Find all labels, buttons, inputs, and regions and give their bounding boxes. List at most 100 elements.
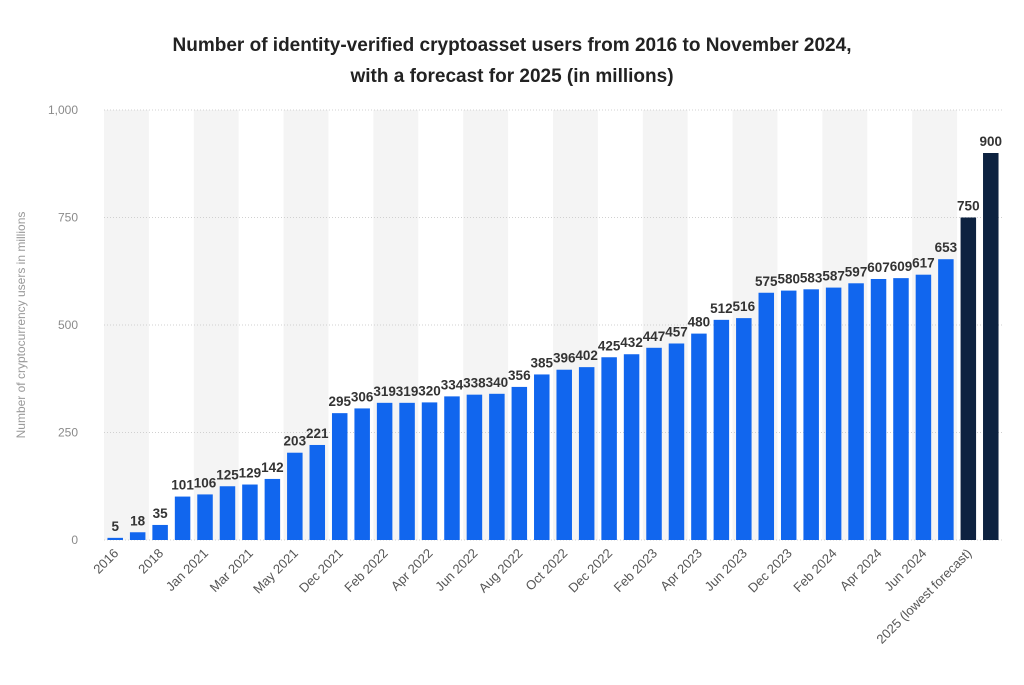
data-label: 18 <box>130 513 146 528</box>
x-tick-label: Jun 2023 <box>702 546 750 594</box>
data-label: 575 <box>755 274 778 289</box>
bar <box>623 354 640 540</box>
x-tick-label: Dec 2023 <box>745 546 795 596</box>
y-tick-label: 250 <box>58 426 78 440</box>
x-tick-label: Feb 2023 <box>611 546 660 595</box>
bar <box>870 278 887 540</box>
data-label: 35 <box>153 506 169 521</box>
data-label: 5 <box>111 519 119 534</box>
data-label: 457 <box>665 324 688 339</box>
bar <box>646 347 662 540</box>
x-tick-label: Jan 2021 <box>163 546 211 594</box>
bar <box>287 452 303 540</box>
data-label: 597 <box>845 264 868 279</box>
data-label: 607 <box>867 260 890 275</box>
bar <box>107 537 123 540</box>
bar <box>713 319 730 540</box>
data-label: 142 <box>261 460 284 475</box>
data-label: 583 <box>800 270 823 285</box>
data-label: 106 <box>194 475 217 490</box>
background-band <box>193 110 239 540</box>
bar <box>489 393 505 540</box>
y-axis-label: Number of cryptocurrency users in millio… <box>14 212 28 439</box>
x-tick-label: Feb 2022 <box>341 546 390 595</box>
data-label: 338 <box>463 376 486 391</box>
bar <box>421 402 438 540</box>
data-label: 306 <box>351 389 374 404</box>
data-label: 587 <box>822 269 845 284</box>
bar <box>668 343 685 540</box>
bar <box>376 402 393 540</box>
data-label: 319 <box>373 384 396 399</box>
data-label: 512 <box>710 301 733 316</box>
bar <box>893 278 909 540</box>
bar <box>534 374 550 540</box>
x-tick-label: Apr 2023 <box>657 546 705 594</box>
bar <box>197 494 213 540</box>
bar <box>466 394 483 540</box>
bar <box>825 287 842 540</box>
bars <box>107 153 999 540</box>
bar <box>758 292 775 540</box>
data-label: 432 <box>620 335 643 350</box>
bar <box>511 386 528 540</box>
bar <box>444 396 460 540</box>
data-label: 580 <box>777 272 800 287</box>
y-axis-ticks: 0 250 500 750 1,000 <box>48 103 78 547</box>
background-band <box>104 110 149 540</box>
chart-title-line-1: Number of identity-verified cryptoasset … <box>172 35 852 56</box>
data-label: 900 <box>980 134 1003 149</box>
data-label: 750 <box>957 199 980 214</box>
bar <box>242 484 258 540</box>
bar <box>264 478 281 540</box>
bar <box>309 444 326 540</box>
data-label: 617 <box>912 256 935 271</box>
bar <box>848 283 864 540</box>
bar <box>556 369 572 540</box>
data-label: 203 <box>284 434 307 449</box>
bar <box>219 486 236 540</box>
data-label: 425 <box>598 338 621 353</box>
bar <box>152 524 168 540</box>
data-label: 385 <box>531 355 554 370</box>
data-label: 653 <box>935 240 958 255</box>
x-tick-label: 2018 <box>135 546 166 577</box>
x-tick-label: Dec 2021 <box>296 546 346 596</box>
data-label: 340 <box>486 375 509 390</box>
bar <box>938 259 954 540</box>
x-tick-label: Aug 2022 <box>475 546 525 596</box>
data-label: 319 <box>396 384 419 399</box>
data-label: 480 <box>688 315 711 330</box>
x-tick-label: Apr 2022 <box>388 546 436 594</box>
data-label: 402 <box>575 348 598 363</box>
bar <box>129 532 146 540</box>
data-label: 396 <box>553 351 576 366</box>
bar <box>915 274 932 540</box>
x-tick-label: May 2021 <box>250 546 301 597</box>
data-label: 221 <box>306 426 329 441</box>
x-tick-label: 2016 <box>90 546 121 577</box>
bar <box>691 333 707 540</box>
data-label: 356 <box>508 368 531 383</box>
data-label: 320 <box>418 383 441 398</box>
bar <box>399 402 415 540</box>
data-label: 129 <box>239 466 262 481</box>
bar <box>736 318 752 540</box>
bar <box>983 153 999 540</box>
bar <box>960 217 977 540</box>
y-tick-label: 750 <box>58 211 78 225</box>
x-tick-label: Oct 2022 <box>522 546 570 594</box>
x-tick-label: Dec 2022 <box>565 546 615 596</box>
data-label: 447 <box>643 329 666 344</box>
x-tick-label: Jun 2022 <box>432 546 480 594</box>
data-label: 516 <box>733 299 756 314</box>
data-label: 334 <box>441 377 464 392</box>
bar <box>354 408 370 540</box>
data-label: 295 <box>328 394 351 409</box>
x-tick-label: Mar 2021 <box>207 546 256 595</box>
chart-title-line-2: with a forecast for 2025 (in millions) <box>350 66 674 87</box>
